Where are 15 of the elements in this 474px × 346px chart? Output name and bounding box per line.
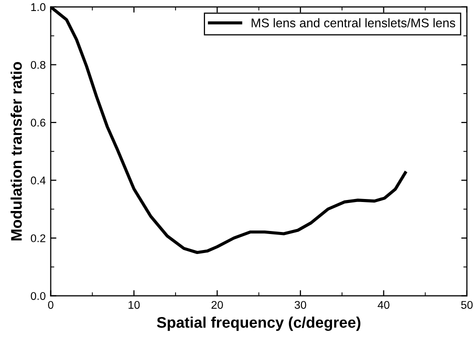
y-tick-label: 0.0 bbox=[30, 292, 46, 300]
y-tick-label: 0.8 bbox=[30, 60, 46, 69]
legend-label: MS lens and central lenslets/MS lens bbox=[252, 18, 456, 28]
x-axis-title: Spatial frequency (c/degree) bbox=[156, 316, 360, 331]
x-tick-label: 30 bbox=[294, 300, 306, 309]
y-tick-label: 1.0 bbox=[31, 3, 46, 12]
x-tick-label: 20 bbox=[212, 300, 223, 309]
y-tick-label: 0.4 bbox=[30, 176, 46, 184]
y-tick-label: 0.6 bbox=[30, 118, 46, 127]
y-axis-title: Modulation transfer ratio bbox=[10, 62, 22, 240]
x-tick-label: 0 bbox=[48, 300, 54, 309]
x-tick-label: 10 bbox=[128, 300, 140, 309]
y-tick-label: 0.2 bbox=[30, 234, 46, 242]
x-tick-label: 40 bbox=[378, 300, 390, 309]
x-tick-label: 50 bbox=[461, 300, 473, 309]
